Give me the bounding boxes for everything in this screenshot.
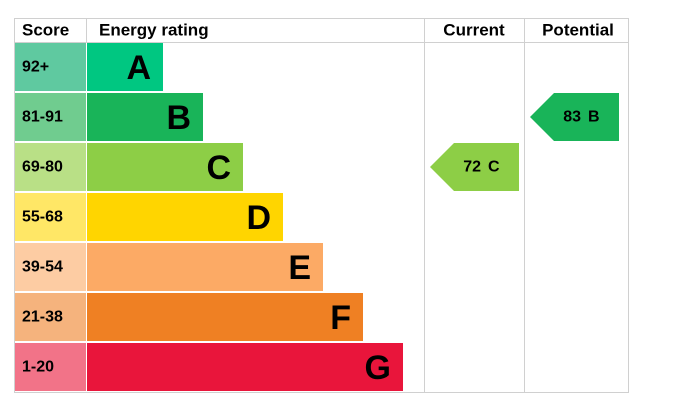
score-range: 81-91 bbox=[22, 109, 63, 126]
current-letter: C bbox=[488, 159, 500, 176]
potential-header: Potential bbox=[542, 21, 614, 40]
score-cell bbox=[15, 243, 86, 291]
score-cell bbox=[15, 343, 86, 391]
potential-arrow bbox=[530, 93, 619, 141]
rating-letter: F bbox=[330, 299, 351, 337]
rating-letter: B bbox=[166, 99, 191, 137]
score-cell bbox=[15, 293, 86, 341]
score-range: 1-20 bbox=[22, 359, 54, 376]
potential-value: 83 bbox=[563, 109, 581, 126]
table-border bbox=[14, 18, 629, 393]
potential-letter: B bbox=[588, 109, 600, 126]
rating-letter: G bbox=[365, 349, 391, 387]
rating-bar bbox=[87, 143, 243, 191]
score-range: 92+ bbox=[22, 59, 49, 76]
score-cell bbox=[15, 193, 86, 241]
rating-bar bbox=[87, 243, 323, 291]
score-cell bbox=[15, 43, 86, 91]
current-arrow bbox=[430, 143, 519, 191]
score-cell bbox=[15, 143, 86, 191]
rating-letter: C bbox=[206, 149, 231, 187]
current-value: 72 bbox=[463, 159, 481, 176]
rating-letter: E bbox=[288, 249, 311, 287]
score-cell bbox=[15, 93, 86, 141]
rating-bar bbox=[87, 193, 283, 241]
score-range: 69-80 bbox=[22, 159, 63, 176]
rating-bar bbox=[87, 93, 203, 141]
rating-bar bbox=[87, 43, 163, 91]
rating-bar bbox=[87, 343, 403, 391]
rating-header: Energy rating bbox=[99, 21, 209, 40]
rating-bar bbox=[87, 293, 363, 341]
score-header: Score bbox=[22, 21, 69, 40]
rating-letter: D bbox=[246, 199, 271, 237]
score-range: 55-68 bbox=[22, 209, 63, 226]
rating-letter: A bbox=[126, 49, 151, 87]
score-range: 39-54 bbox=[22, 259, 63, 276]
score-range: 21-38 bbox=[22, 309, 63, 326]
current-header: Current bbox=[443, 21, 505, 40]
